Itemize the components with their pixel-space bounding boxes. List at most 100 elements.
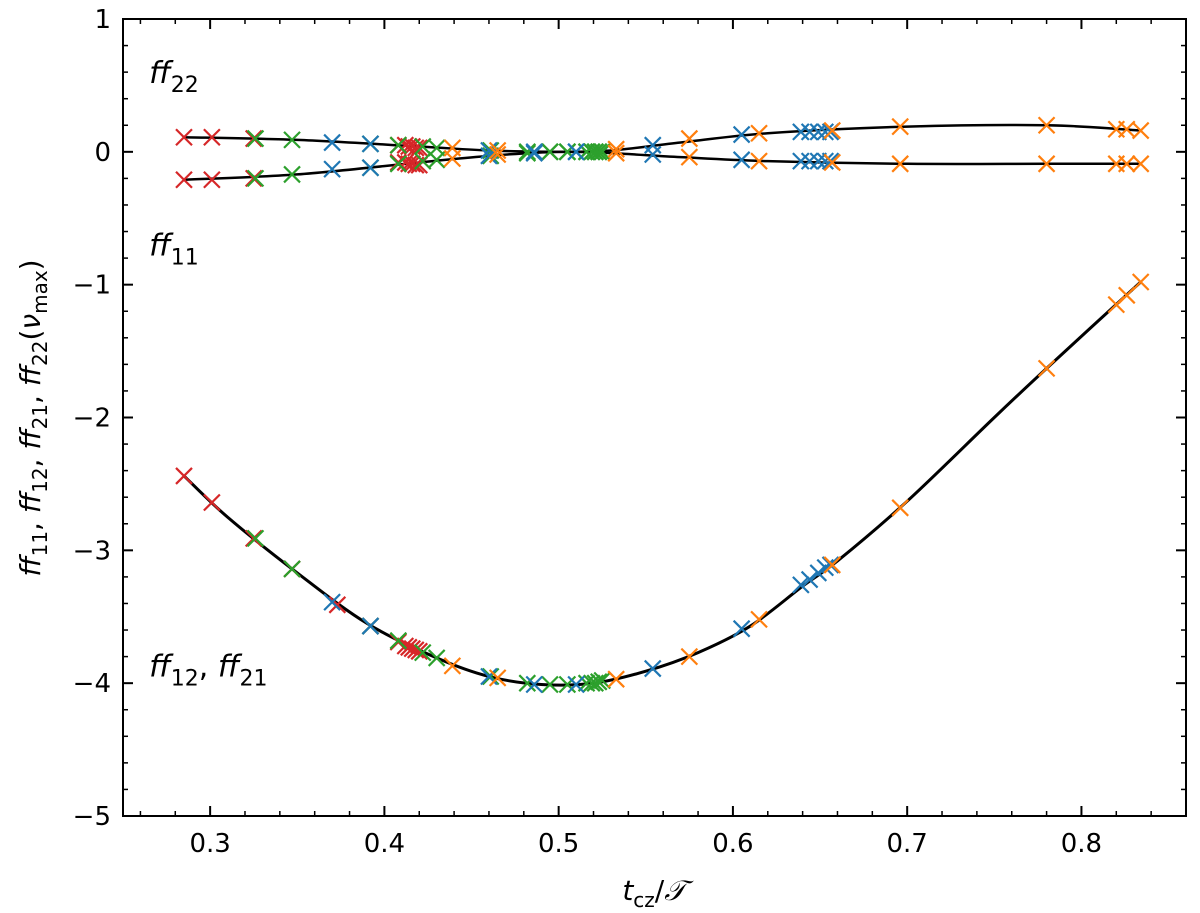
marker-orange-ff11	[823, 153, 842, 172]
marker-blue-ff11	[525, 144, 544, 162]
marker-orange-ff22	[891, 117, 909, 136]
marker-orange-ff22	[607, 140, 625, 158]
marker-orange-ff12	[680, 647, 699, 666]
marker-blue-ff22	[792, 123, 810, 141]
y-tick-label: 1	[94, 5, 111, 35]
marker-green-ff11	[541, 143, 559, 161]
marker-orange-ff12	[443, 657, 462, 675]
marker-blue-ff22	[361, 135, 380, 153]
marker-blue-ff11	[800, 152, 819, 170]
marker-blue-ff22	[732, 125, 751, 144]
annotation-ff22-text: ff22	[149, 56, 199, 98]
y-axis-label: ff11, ff12, ff21, ff22(νmax)	[14, 259, 52, 576]
x-tick-label: 0.5	[538, 829, 579, 859]
marker-orange-ff11	[750, 152, 768, 170]
marker-blue-ff12	[821, 556, 840, 574]
marker-green-ff11	[586, 143, 605, 161]
marker-orange-ff11	[891, 155, 909, 173]
marker-orange-ff22	[1131, 121, 1150, 140]
marker-red-ff11	[403, 155, 422, 173]
marker-green-ff12	[413, 643, 432, 662]
y-tick-label: −3	[73, 536, 111, 566]
marker-orange-ff11	[607, 144, 625, 162]
marker-orange-ff12	[1117, 286, 1136, 305]
marker-green-ff12	[589, 673, 608, 691]
marker-orange-ff22	[488, 141, 507, 160]
marker-blue-ff12	[567, 675, 585, 694]
marker-blue-ff22	[816, 123, 835, 141]
marker-blue-ff12	[361, 617, 380, 635]
marker-red-ff22	[175, 128, 193, 146]
marker-orange-ff12	[823, 556, 842, 574]
marker-green-ff11	[427, 151, 446, 169]
marker-blue-ff11	[323, 160, 341, 178]
marker-green-ff12	[541, 675, 559, 694]
marker-blue-ff12	[800, 570, 819, 589]
x-tick-label: 0.4	[364, 829, 405, 859]
marker-orange-ff22	[680, 129, 699, 148]
marker-green-ff22	[283, 131, 301, 149]
marker-green-ff11	[413, 152, 432, 170]
marker-red-ff11	[244, 169, 263, 188]
annotation-ff12-ff21-text: ff12, ff21	[149, 650, 267, 692]
annotation-ff22: ff22	[149, 56, 199, 98]
marker-orange-ff11	[1037, 155, 1056, 173]
marker-red-ff22	[396, 136, 415, 154]
marker-green-ff22	[389, 136, 408, 154]
marker-green-ff12	[593, 671, 611, 690]
annotation-ff11-text: ff11	[149, 228, 199, 270]
curve-ff12	[182, 280, 1142, 687]
marker-orange-ff12	[750, 610, 768, 629]
marker-green-ff12	[481, 667, 500, 686]
x-tick-label: 0.8	[1061, 829, 1102, 859]
marker-green-ff11	[389, 155, 408, 173]
y-tick-label: −4	[73, 669, 111, 699]
marker-orange-ff22	[1117, 120, 1136, 139]
marker-green-ff11	[593, 143, 611, 161]
marker-orange-ff12	[1037, 359, 1056, 378]
marker-blue-ff12	[323, 593, 341, 611]
marker-orange-ff22	[823, 121, 842, 140]
y-tick-label: −5	[73, 802, 111, 832]
marker-orange-ff12	[488, 669, 507, 687]
marker-blue-ff12	[792, 576, 810, 594]
y-tick-label: −1	[73, 271, 111, 301]
marker-blue-ff12	[525, 675, 544, 694]
marker-red-ff22	[203, 128, 221, 146]
x-tick-label: 0.7	[887, 829, 928, 859]
marker-blue-ff11	[816, 152, 835, 170]
marker-green-ff12	[558, 675, 577, 694]
marker-red-ff22	[244, 129, 263, 148]
marker-green-ff22	[413, 137, 432, 156]
marker-orange-ff11	[443, 149, 462, 168]
annotation-ff11: ff11	[149, 228, 199, 270]
axes-frame	[122, 18, 1187, 817]
marker-green-ff22	[246, 129, 265, 148]
marker-blue-ff22	[800, 123, 819, 141]
marker-red-ff12	[410, 642, 429, 661]
marker-blue-ff22	[323, 133, 341, 152]
marker-green-ff11	[589, 143, 608, 161]
marker-green-ff11	[518, 144, 537, 162]
marker-orange-ff11	[488, 145, 507, 164]
marker-blue-ff22	[480, 141, 498, 160]
marker-red-ff12	[244, 529, 263, 548]
marker-red-ff22	[410, 139, 429, 157]
marker-green-ff12	[246, 529, 265, 548]
marker-green-ff11	[246, 169, 265, 188]
x-tick-label: 0.6	[712, 829, 753, 859]
annotation-ff12-ff21: ff12, ff21	[149, 650, 267, 692]
marker-green-ff12	[582, 674, 601, 692]
x-axis-label: tcz/𝒯	[622, 874, 694, 912]
marker-red-ff11	[396, 153, 415, 172]
marker-red-ff22	[406, 139, 425, 157]
marker-orange-ff22	[1037, 116, 1056, 135]
marker-orange-ff11	[1131, 155, 1150, 173]
marker-green-ff11	[283, 165, 301, 184]
marker-blue-ff11	[567, 143, 585, 161]
marker-orange-ff12	[891, 499, 909, 517]
marker-green-ff11	[558, 143, 577, 161]
marker-blue-ff11	[361, 158, 380, 177]
marker-blue-ff11	[643, 145, 662, 164]
